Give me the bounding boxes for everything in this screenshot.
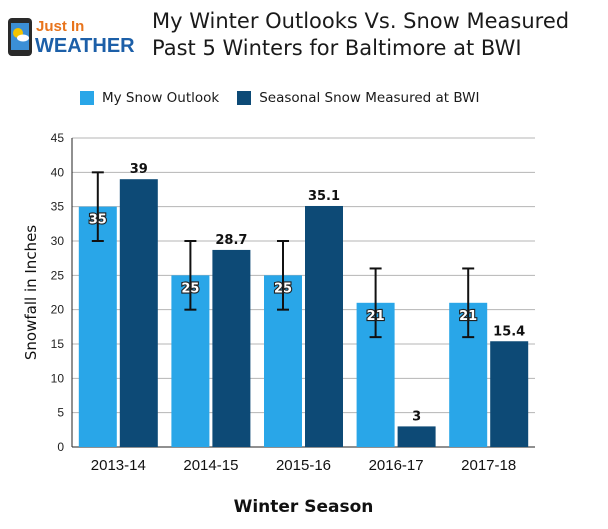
chart-legend: My Snow Outlook Seasonal Snow Measured a… (80, 90, 497, 106)
y-tick-label: 25 (51, 268, 65, 282)
chart-title: My Winter Outlooks Vs. Snow Measured Pas… (152, 8, 602, 62)
x-axis-label: Winter Season (234, 497, 374, 517)
bar-measured (490, 341, 529, 447)
y-tick-label: 10 (51, 371, 65, 385)
legend-item-outlook: My Snow Outlook (80, 90, 219, 106)
data-label-measured: 35.1 (308, 189, 340, 204)
chart-title-line-1: My Winter Outlooks Vs. Snow Measured (152, 9, 570, 33)
legend-label-outlook: My Snow Outlook (102, 90, 220, 106)
bar-outlook (78, 206, 117, 447)
data-label-outlook: 35 (89, 213, 107, 228)
data-label-measured: 39 (130, 162, 148, 177)
data-label-outlook: 25 (181, 281, 199, 296)
y-tick-label: 30 (51, 234, 65, 248)
data-label-outlook: 25 (274, 281, 292, 296)
bar-measured (119, 179, 158, 447)
data-label-outlook: 21 (459, 309, 477, 324)
y-tick-label: 35 (51, 200, 65, 214)
x-tick-label: 2016-17 (369, 457, 424, 474)
chart-title-line-2: Past 5 Winters for Baltimore at BWI (152, 36, 522, 60)
legend-swatch-measured (237, 91, 252, 105)
x-tick-label: 2014-15 (183, 457, 238, 474)
y-tick-label: 45 (51, 131, 65, 145)
just-in-weather-logo: Just In WEATHER (6, 14, 144, 58)
bar-measured (397, 426, 436, 447)
legend-label-measured: Seasonal Snow Measured at BWI (259, 90, 480, 106)
y-tick-label: 15 (51, 337, 65, 351)
bar-measured (305, 205, 343, 447)
data-label-outlook: 21 (367, 309, 385, 324)
bar-measured (212, 249, 251, 447)
logo-text-line1: Just In (36, 18, 84, 35)
x-tick-label: 2017-18 (461, 457, 516, 474)
y-tick-label: 0 (57, 440, 64, 454)
data-label-measured: 28.7 (215, 233, 247, 248)
y-tick-label: 20 (51, 303, 65, 317)
data-label-measured: 15.4 (493, 324, 525, 339)
y-tick-label: 40 (51, 165, 65, 179)
data-label-measured: 3 (412, 409, 421, 424)
phone-icon (8, 18, 32, 56)
legend-swatch-outlook (80, 91, 94, 105)
x-tick-label: 2015-16 (276, 457, 331, 474)
x-tick-label: 2013-14 (91, 457, 146, 474)
logo-text-line2: WEATHER (35, 35, 135, 57)
legend-item-measured: Seasonal Snow Measured at BWI (237, 90, 479, 106)
y-axis-label: Snowfall in Inches (22, 225, 40, 360)
y-tick-label: 5 (57, 406, 64, 420)
